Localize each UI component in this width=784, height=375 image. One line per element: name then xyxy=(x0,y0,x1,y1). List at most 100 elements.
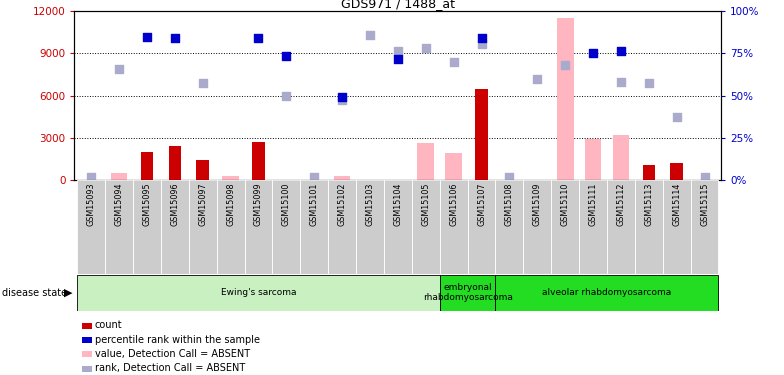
Point xyxy=(586,51,599,57)
Bar xyxy=(197,160,209,180)
Point xyxy=(615,79,627,85)
Bar xyxy=(78,274,440,310)
Bar xyxy=(245,180,272,274)
Point xyxy=(197,80,209,86)
Text: GSM15115: GSM15115 xyxy=(700,183,709,226)
Point xyxy=(336,94,348,100)
Bar xyxy=(412,180,440,274)
Bar xyxy=(169,146,181,180)
Point xyxy=(392,56,405,62)
Point xyxy=(280,93,292,99)
Bar xyxy=(579,180,607,274)
Point xyxy=(85,174,97,180)
Bar xyxy=(495,274,718,310)
Text: GSM15111: GSM15111 xyxy=(589,183,597,226)
Bar xyxy=(384,180,412,274)
Text: GSM15109: GSM15109 xyxy=(533,183,542,226)
Bar xyxy=(440,274,495,310)
Bar xyxy=(467,180,495,274)
Bar xyxy=(189,180,216,274)
Bar xyxy=(272,180,300,274)
Point xyxy=(169,35,181,41)
Bar xyxy=(328,180,356,274)
Bar xyxy=(334,176,350,180)
Text: count: count xyxy=(95,321,122,330)
Bar xyxy=(607,180,635,274)
Point xyxy=(280,53,292,59)
Bar xyxy=(356,180,384,274)
Bar xyxy=(495,180,524,274)
Text: embryonal
rhabdomyosarcoma: embryonal rhabdomyosarcoma xyxy=(423,283,513,302)
Text: rank, Detection Call = ABSENT: rank, Detection Call = ABSENT xyxy=(95,363,245,373)
Point xyxy=(336,97,348,103)
Text: value, Detection Call = ABSENT: value, Detection Call = ABSENT xyxy=(95,349,250,359)
Point xyxy=(364,32,376,38)
Text: GSM15108: GSM15108 xyxy=(505,183,514,226)
Point xyxy=(140,34,153,40)
Bar xyxy=(635,180,662,274)
Text: GSM15112: GSM15112 xyxy=(616,183,626,226)
Text: percentile rank within the sample: percentile rank within the sample xyxy=(95,335,260,345)
Text: alveolar rhabdomyosarcoma: alveolar rhabdomyosarcoma xyxy=(543,288,672,297)
Bar xyxy=(105,180,133,274)
Text: GSM15103: GSM15103 xyxy=(365,183,375,226)
Text: GSM15114: GSM15114 xyxy=(672,183,681,226)
Text: GSM15101: GSM15101 xyxy=(310,183,319,226)
Bar xyxy=(551,180,579,274)
Point xyxy=(643,80,655,86)
Point xyxy=(670,114,683,120)
Text: Ewing's sarcoma: Ewing's sarcoma xyxy=(221,288,296,297)
Text: GSM15099: GSM15099 xyxy=(254,183,263,226)
Bar xyxy=(440,180,467,274)
Bar xyxy=(524,180,551,274)
Text: GSM15098: GSM15098 xyxy=(226,183,235,226)
Point xyxy=(615,48,627,54)
Point xyxy=(699,174,711,180)
Bar xyxy=(691,180,718,274)
Text: GSM15100: GSM15100 xyxy=(282,183,291,226)
Text: GSM15096: GSM15096 xyxy=(170,183,180,226)
Text: GSM15097: GSM15097 xyxy=(198,183,207,226)
Bar xyxy=(111,173,128,180)
Bar xyxy=(300,180,328,274)
Bar xyxy=(252,142,265,180)
Text: GSM15110: GSM15110 xyxy=(561,183,570,226)
Text: disease state: disease state xyxy=(2,288,67,297)
Point xyxy=(531,76,543,82)
Bar xyxy=(78,180,105,274)
Point xyxy=(475,40,488,46)
Text: ▶: ▶ xyxy=(64,288,73,297)
Text: GSM15105: GSM15105 xyxy=(421,183,430,226)
Point xyxy=(113,66,125,72)
Point xyxy=(392,48,405,54)
Bar xyxy=(222,176,239,180)
Point xyxy=(503,174,516,180)
Text: GSM15102: GSM15102 xyxy=(338,183,347,226)
Text: GSM15106: GSM15106 xyxy=(449,183,458,226)
Bar xyxy=(161,180,189,274)
Text: GSM15094: GSM15094 xyxy=(114,183,124,226)
Text: GSM15113: GSM15113 xyxy=(644,183,653,226)
Bar xyxy=(445,153,462,180)
Bar xyxy=(585,139,601,180)
Bar xyxy=(133,180,161,274)
Bar xyxy=(475,88,488,180)
Bar xyxy=(670,163,683,180)
Text: GSM15095: GSM15095 xyxy=(143,183,151,226)
Point xyxy=(559,62,572,68)
Bar xyxy=(662,180,691,274)
Point xyxy=(308,174,321,180)
Bar xyxy=(612,135,630,180)
Point xyxy=(419,45,432,51)
Bar xyxy=(140,152,153,180)
Text: GSM15107: GSM15107 xyxy=(477,183,486,226)
Point xyxy=(252,35,265,41)
Bar xyxy=(417,144,434,180)
Bar xyxy=(216,180,245,274)
Bar xyxy=(557,18,574,180)
Text: GSM15104: GSM15104 xyxy=(394,183,402,226)
Point xyxy=(448,59,460,65)
Bar xyxy=(643,165,655,180)
Point xyxy=(475,35,488,41)
Title: GDS971 / 1488_at: GDS971 / 1488_at xyxy=(341,0,455,10)
